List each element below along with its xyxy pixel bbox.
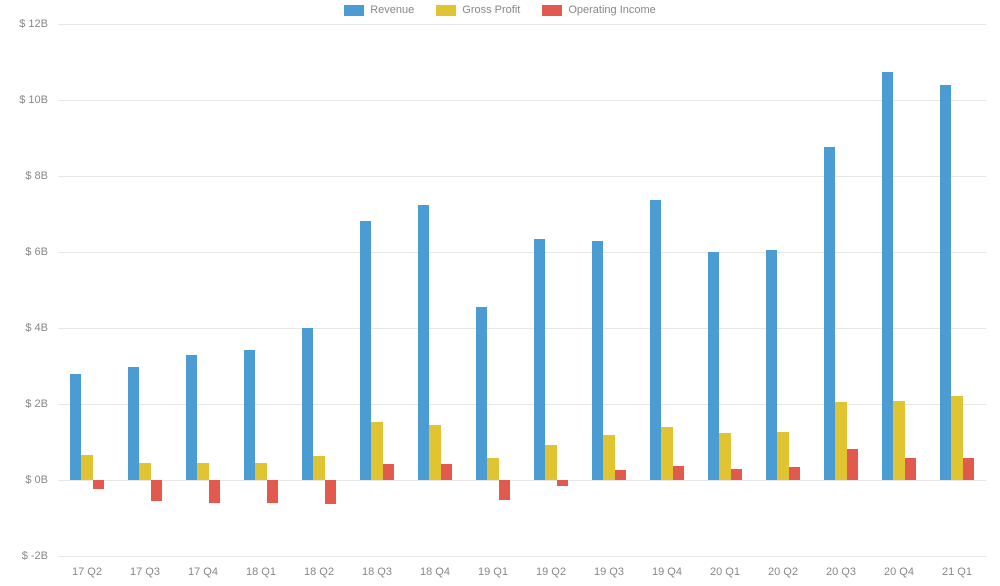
y-axis-tick-label: $ 6B [25,246,58,258]
x-axis-tick-label: 20 Q4 [884,566,914,578]
plot-area: $ -2B$ 0B$ 2B$ 4B$ 6B$ 8B$ 10B$ 12B17 Q2… [58,24,986,556]
legend-item: Gross Profit [436,4,520,16]
bar [847,449,859,480]
legend-swatch [542,5,562,16]
x-axis-tick-label: 18 Q3 [362,566,392,578]
bar [824,147,836,480]
gridline [58,252,986,253]
x-axis-tick-label: 19 Q1 [478,566,508,578]
financials-bar-chart: Revenue Gross Profit Operating Income $ -2… [0,0,1000,586]
bar [615,470,627,480]
x-axis-tick-label: 20 Q3 [826,566,856,578]
x-axis-tick-label: 17 Q4 [188,566,218,578]
bar [905,458,917,480]
bar [963,458,975,480]
legend-swatch [436,5,456,16]
bar [476,307,488,480]
bar [81,455,93,480]
bar [603,435,615,480]
bar [731,469,743,480]
x-axis-tick-label: 20 Q2 [768,566,798,578]
bar [940,85,952,480]
legend-label: Operating Income [568,4,655,16]
bar [313,456,325,480]
gridline [58,176,986,177]
x-axis-tick-label: 20 Q1 [710,566,740,578]
bar [139,463,151,480]
bar [951,396,963,480]
legend-label: Revenue [370,4,414,16]
y-axis-tick-label: $ 8B [25,170,58,182]
bar [545,445,557,480]
bar [255,463,267,480]
bar [557,480,569,486]
y-axis-tick-label: $ 12B [19,18,58,30]
x-axis-tick-label: 19 Q4 [652,566,682,578]
bar [673,466,685,480]
bar [499,480,511,500]
bar [151,480,163,501]
bar [267,480,279,503]
bar [441,464,453,480]
legend-swatch [344,5,364,16]
x-axis-tick-label: 18 Q4 [420,566,450,578]
bar [325,480,337,504]
bar [719,433,731,480]
y-axis-tick-label: $ 0B [25,474,58,486]
bar [371,422,383,480]
legend: Revenue Gross Profit Operating Income [0,4,1000,16]
gridline [58,404,986,405]
bar [197,463,209,480]
bar [302,328,314,480]
y-axis-tick-label: $ 10B [19,94,58,106]
bar [777,432,789,480]
bar [835,402,847,480]
legend-item: Revenue [344,4,414,16]
x-axis-tick-label: 17 Q2 [72,566,102,578]
x-axis-tick-label: 17 Q3 [130,566,160,578]
bar [360,221,372,480]
x-axis-tick-label: 19 Q3 [594,566,624,578]
bar [661,427,673,480]
bar [429,425,441,480]
gridline [58,100,986,101]
bar [893,401,905,480]
bar [789,467,801,480]
x-axis-tick-label: 21 Q1 [942,566,972,578]
x-axis-tick-label: 19 Q2 [536,566,566,578]
bar [708,252,720,480]
bar [592,241,604,480]
bar [244,350,256,480]
gridline [58,24,986,25]
y-axis-tick-label: $ 2B [25,398,58,410]
legend-item: Operating Income [542,4,655,16]
bar [70,374,82,480]
bar [418,205,430,480]
bar [487,458,499,480]
y-axis-tick-label: $ -2B [22,550,58,562]
gridline [58,480,986,481]
bar [383,464,395,480]
x-axis-tick-label: 18 Q1 [246,566,276,578]
x-axis-tick-label: 18 Q2 [304,566,334,578]
bar [766,250,778,480]
bar [882,72,894,480]
bar [93,480,105,489]
legend-label: Gross Profit [462,4,520,16]
bar [128,367,140,480]
bar [186,355,198,480]
y-axis-tick-label: $ 4B [25,322,58,334]
bar [650,200,662,480]
gridline [58,556,986,557]
bar [534,239,546,480]
gridline [58,328,986,329]
bar [209,480,221,503]
